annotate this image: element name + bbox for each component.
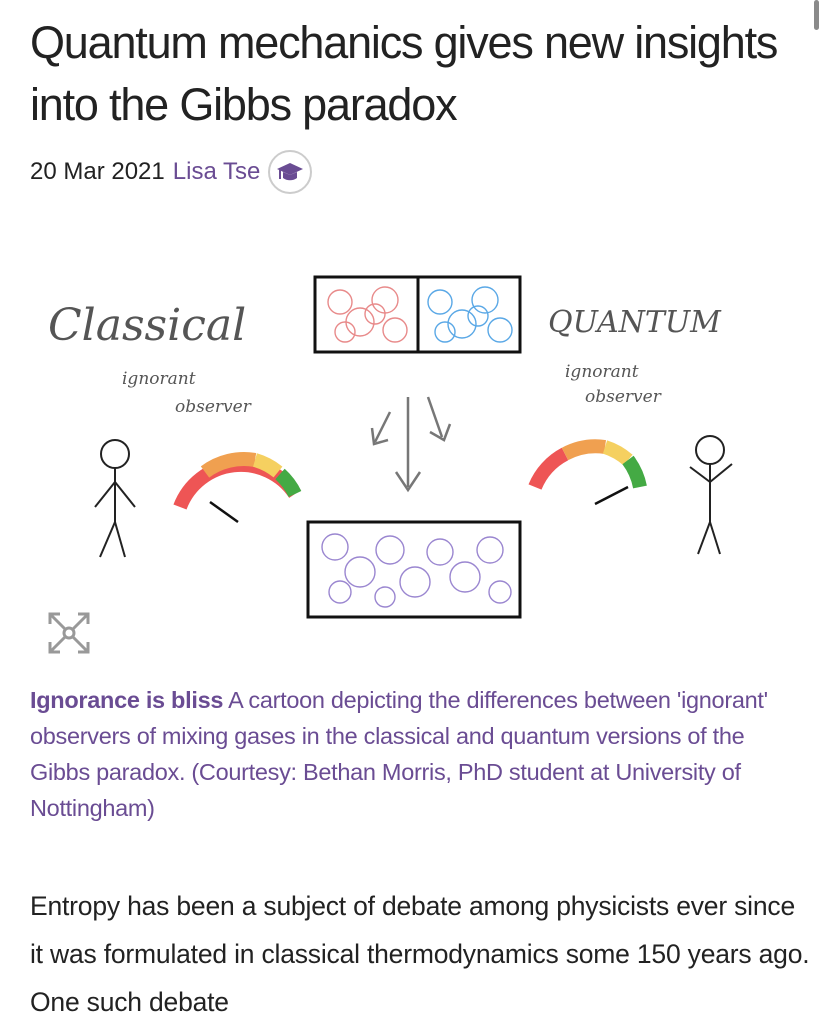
- article-meta: 20 Mar 2021 Lisa Tse: [30, 150, 313, 194]
- article-body-paragraph: Entropy has been a subject of debate amo…: [30, 891, 810, 1017]
- observer-label-left: observer: [175, 397, 252, 417]
- quantum-observer-figure: [689, 435, 733, 555]
- classical-label: Classical: [48, 300, 246, 351]
- publish-date: 20 Mar 2021: [30, 158, 165, 185]
- mixed-gases-box: [306, 520, 522, 619]
- caption-title: Ignorance is bliss: [30, 687, 224, 713]
- scrollbar[interactable]: [814, 0, 819, 30]
- author-link[interactable]: Lisa Tse: [172, 158, 261, 185]
- gibbs-paradox-cartoon: Classical ignorant observer QUANTUM igno…: [48, 275, 733, 619]
- classical-entropy-gauge: [173, 452, 302, 524]
- graduation-cap-icon: [277, 163, 304, 181]
- expand-image-button[interactable]: [48, 612, 90, 654]
- separated-gases-box: [313, 275, 522, 354]
- caption-text: A cartoon depicting the differences betw…: [30, 687, 768, 821]
- article-figure: Classical ignorant observer QUANTUM igno…: [30, 232, 790, 672]
- quantum-label: QUANTUM: [548, 305, 722, 340]
- ignorant-label-left: ignorant: [122, 369, 196, 389]
- classical-observer-figure: [94, 439, 136, 558]
- author-badge[interactable]: [268, 150, 313, 194]
- observer-label-right: observer: [585, 387, 662, 407]
- expand-arrows-icon: [48, 612, 90, 654]
- ignorant-label-right: ignorant: [565, 362, 639, 382]
- arrow-icons: [370, 396, 452, 493]
- quantum-entropy-gauge: [528, 439, 647, 506]
- figure-caption: Ignorance is bliss A cartoon depicting t…: [30, 682, 810, 826]
- article-title: Quantum mechanics gives new insights int…: [30, 17, 778, 130]
